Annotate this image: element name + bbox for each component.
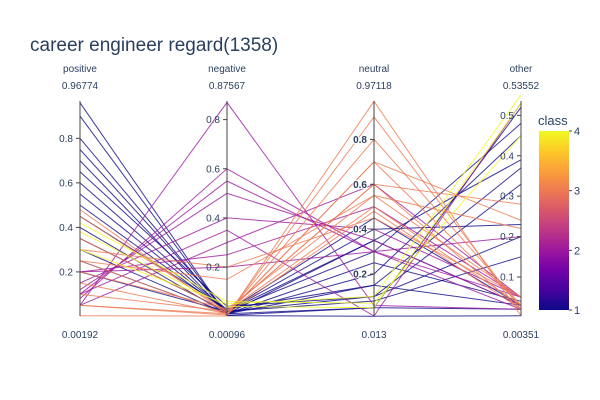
tick-label: 0.8 — [59, 134, 73, 145]
colorbar-tick-label: 2 — [574, 245, 580, 257]
tick-label: 0.4 — [500, 151, 514, 162]
series-line — [79, 171, 522, 307]
series-line — [79, 135, 522, 304]
dimension-label: other — [510, 64, 533, 75]
series-line — [79, 102, 522, 309]
axes-layer: positive0.967740.001920.20.40.60.8negati… — [59, 64, 539, 341]
tick-label: 0.4 — [353, 225, 367, 236]
tick-label: 0.2 — [59, 267, 73, 278]
colorbar-tick-label: 3 — [574, 186, 580, 198]
colorbar: class 1 2 3 4 — [538, 113, 580, 317]
series-line — [79, 116, 522, 316]
series-line — [79, 123, 522, 312]
series-line — [79, 183, 522, 312]
dimension-label: negative — [208, 64, 246, 75]
axis-max-label: 0.96774 — [62, 81, 99, 92]
tick-label: 0.3 — [500, 192, 514, 203]
series-line — [79, 100, 522, 317]
tick-label: 0.4 — [59, 223, 73, 234]
series-line — [79, 137, 522, 315]
colorbar-gradient — [539, 131, 569, 310]
axis-negative[interactable]: negative 0.87567 0.00096 0.2 0.4 0.6 0.8 — [206, 64, 246, 341]
series-line — [79, 194, 522, 310]
series-line — [79, 168, 522, 310]
axis-max-label: 0.97118 — [356, 81, 392, 92]
axis-min-label: 0.013 — [361, 330, 386, 341]
dimension-label: positive — [63, 64, 97, 75]
series-line — [79, 138, 522, 315]
axis-other[interactable]: other 0.53552 0.00351 0.1 0.2 0.3 0.4 0.5 — [500, 64, 539, 341]
tick-label: 0.8 — [206, 115, 220, 126]
axis-min-label: 0.00192 — [62, 330, 99, 341]
series-line — [79, 206, 522, 312]
tick-label: 0.6 — [59, 178, 73, 189]
tick-label: 0.1 — [500, 273, 514, 284]
tick-label: 0.6 — [353, 180, 367, 191]
axis-max-label: 0.87567 — [209, 81, 246, 92]
series-line — [79, 183, 522, 306]
polylines-layer — [79, 94, 522, 317]
series-line — [79, 194, 522, 298]
dimension-label: neutral — [359, 64, 390, 75]
series-line — [79, 94, 522, 305]
tick-label: 0.4 — [206, 213, 220, 224]
series-line — [79, 135, 522, 315]
tick-label: 0.2 — [206, 263, 220, 274]
tick-label: 0.2 — [353, 270, 367, 281]
chart-title: career engineer regard(1358) — [30, 35, 278, 56]
series-line — [79, 192, 522, 306]
series-line — [79, 159, 522, 315]
axis-positive[interactable]: positive 0.96774 0.00192 0.2 0.4 0.6 0.8 — [59, 64, 98, 341]
axis-min-label: 0.00096 — [209, 330, 246, 341]
series-line — [79, 217, 522, 298]
tick-label: 0.8 — [353, 135, 367, 146]
series-line — [79, 101, 522, 310]
series-line — [79, 217, 522, 298]
colorbar-tick-label: 1 — [574, 305, 580, 317]
axis-neutral[interactable]: neutral 0.97118 0.013 0.2 0.4 0.6 0.8 — [352, 64, 392, 341]
tick-label: 0.6 — [206, 164, 220, 175]
colorbar-tick-label: 4 — [574, 126, 580, 138]
axis-min-label: 0.00351 — [503, 330, 540, 341]
axis-max-label: 0.53552 — [503, 81, 540, 92]
tick-label: 0.5 — [500, 111, 514, 122]
series-line — [79, 149, 522, 312]
series-line — [79, 102, 522, 317]
series-line — [79, 115, 522, 316]
tick-label: 0.2 — [500, 232, 514, 243]
colorbar-title: class — [538, 113, 568, 128]
